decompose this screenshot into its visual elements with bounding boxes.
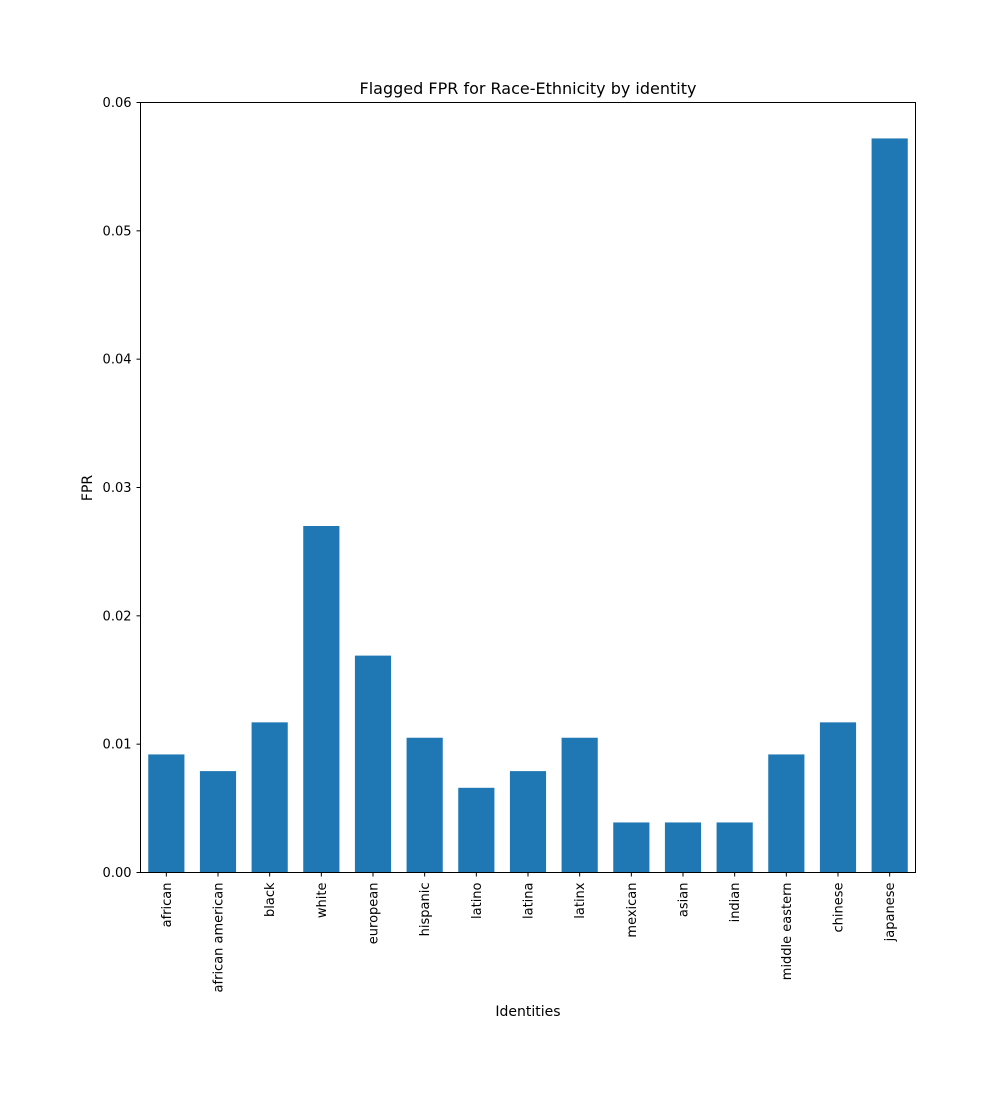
x-tick-label: white	[315, 883, 330, 919]
x-tick-label: latina	[522, 883, 537, 920]
plot-frame	[140, 102, 916, 873]
bar-latino	[458, 787, 495, 873]
y-tick-label: 0.05	[103, 224, 132, 239]
x-tick-label: indian	[728, 883, 743, 923]
bar-indian	[716, 822, 753, 873]
x-tick-label: hispanic	[418, 883, 433, 937]
bar-chinese	[819, 722, 857, 873]
bar-asian	[664, 822, 702, 873]
y-axis-label: FPR	[80, 475, 96, 501]
x-tick-label: african	[160, 883, 175, 928]
bar-african-american	[199, 771, 237, 873]
x-tick-label: chinese	[832, 883, 847, 933]
chart-title: Flagged FPR for Race-Ethnicity by identi…	[360, 79, 697, 98]
y-tick-label: 0.01	[103, 738, 132, 753]
bar-latinx	[561, 737, 598, 873]
x-axis-label: Identities	[495, 1004, 560, 1020]
y-tick-label: 0.03	[103, 481, 132, 496]
y-tick-label: 0.04	[103, 353, 132, 368]
bar-middle-eastern	[768, 754, 805, 873]
bar-hispanic	[406, 737, 443, 873]
bar-latina	[509, 771, 547, 873]
bar-white	[303, 526, 340, 873]
x-tick-label: latinx	[573, 882, 588, 919]
bar-mexican	[613, 822, 650, 873]
x-tick-label: mexican	[625, 883, 640, 938]
x-tick-label: japanese	[883, 883, 898, 943]
x-tick-label: latino	[470, 882, 485, 919]
y-ticks-group: 0.00 0.01 0.02 0.03 0.04 0.05 0.06	[103, 96, 141, 881]
bar-african	[148, 754, 185, 873]
bar-japanese	[871, 138, 908, 873]
x-tick-label: middle eastern	[780, 883, 795, 981]
x-ticks-group: african african american black white europea…	[160, 872, 898, 993]
x-tick-label: asian	[677, 883, 692, 918]
bars-group	[148, 138, 908, 873]
bar-black	[251, 722, 288, 873]
x-tick-label: african american	[212, 883, 227, 993]
bar-european	[354, 655, 392, 873]
x-tick-label: european	[367, 883, 382, 945]
y-tick-label: 0.00	[103, 866, 132, 881]
x-tick-label: black	[263, 882, 278, 917]
y-tick-label: 0.06	[103, 96, 132, 111]
y-tick-label: 0.02	[103, 609, 132, 624]
